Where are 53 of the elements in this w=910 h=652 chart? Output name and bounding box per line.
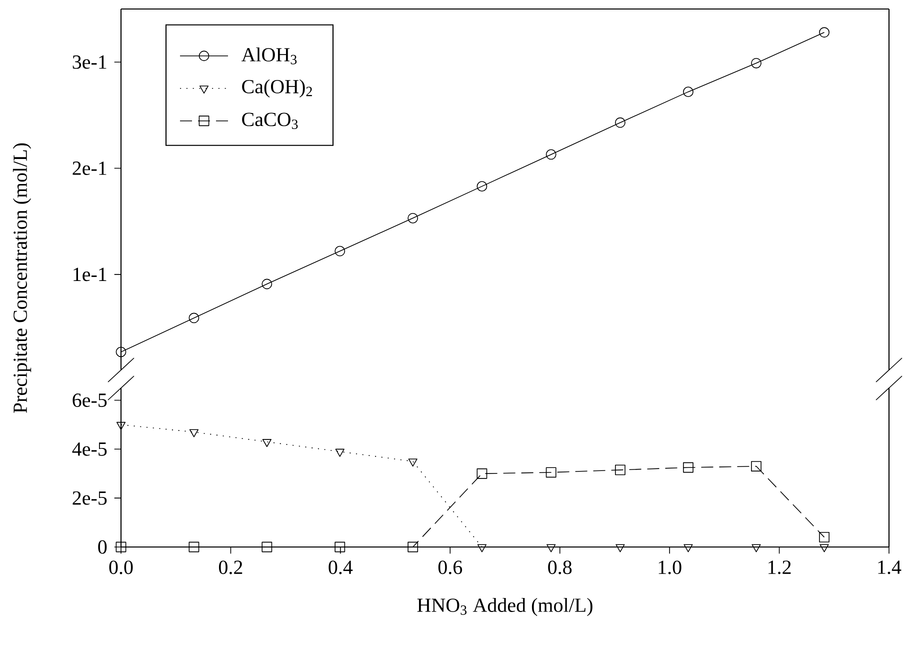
point	[752, 544, 761, 552]
point	[334, 542, 346, 552]
point	[188, 312, 200, 324]
point	[751, 461, 762, 472]
point	[408, 458, 418, 467]
x-tick-label: 1.4	[878, 560, 902, 574]
point	[751, 58, 762, 68]
legend-label: CaCO$_{3}$	[242, 112, 298, 130]
point	[683, 86, 694, 98]
point	[116, 542, 126, 552]
point	[476, 181, 488, 192]
y-tick-label: 0	[98, 540, 107, 554]
point	[262, 278, 272, 290]
x-tick-label: 0.2	[218, 560, 242, 574]
x-tick-label: 0.6	[438, 560, 462, 574]
point	[546, 544, 556, 552]
point	[476, 468, 488, 479]
point	[546, 149, 556, 160]
x-tick-label: 1.0	[658, 560, 682, 574]
y-tick-label: 1e-1	[74, 268, 106, 282]
x-axis-title: HNO$_{3}$ Added (mol/L)	[417, 598, 592, 616]
x-tick-label: 0.0	[109, 560, 133, 574]
y-axis-title: Precipitate Concentration (mol/L)	[12, 143, 32, 413]
point	[820, 544, 829, 552]
x-tick-label: 0.4	[328, 560, 353, 574]
point	[335, 448, 344, 457]
point	[334, 246, 346, 256]
y-tick-label: 2e-1	[72, 162, 106, 175]
point	[616, 544, 625, 552]
point	[819, 27, 830, 38]
y-tick-label: 2e-5	[72, 491, 107, 505]
point	[615, 117, 626, 128]
point	[262, 542, 272, 552]
point	[684, 544, 693, 552]
point	[262, 439, 272, 448]
point	[116, 346, 126, 358]
legend-label: Ca(OH)$_{2}$	[242, 79, 312, 98]
point	[116, 422, 126, 430]
point	[546, 467, 556, 478]
point	[819, 532, 830, 542]
y-tick-label: 6e-5	[72, 394, 107, 407]
point	[408, 542, 418, 552]
point	[408, 212, 418, 224]
point	[683, 462, 694, 473]
point	[477, 544, 487, 552]
x-tick-label: 1.2	[768, 560, 791, 574]
x-tick-label: 0.8	[548, 560, 572, 574]
point	[189, 429, 199, 438]
y-tick-label: 4e-5	[72, 442, 107, 456]
legend-label: AlOH$_{3}$	[241, 47, 297, 64]
point	[188, 542, 200, 552]
y-tick-label: 3e-1	[72, 55, 106, 69]
point	[615, 464, 626, 476]
